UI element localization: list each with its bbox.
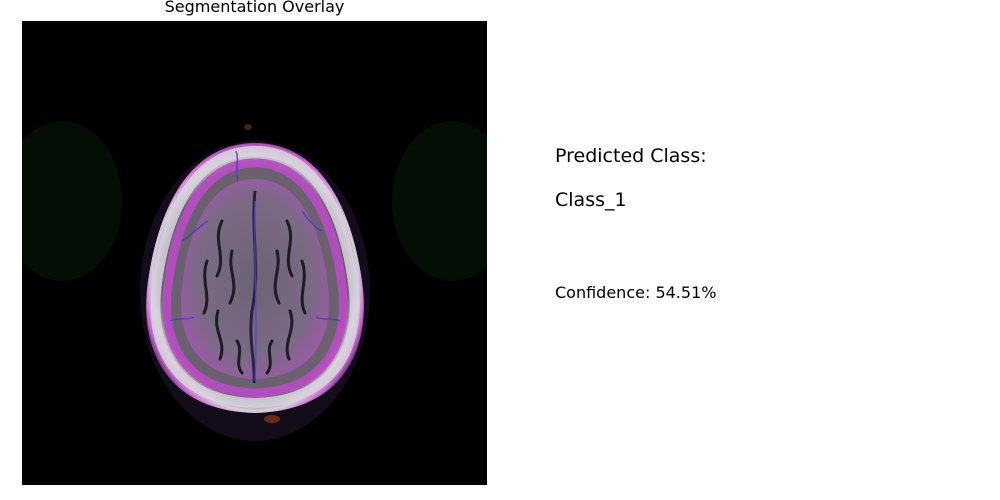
confidence-text: Confidence: 54.51% (555, 283, 717, 302)
segmentation-overlay-image (22, 21, 487, 485)
predicted-class-label: Predicted Class: (555, 145, 707, 167)
mri-scan-overlay (22, 21, 487, 485)
predicted-class-value: Class_1 (555, 189, 627, 211)
overlay-title: Segmentation Overlay (164, 0, 345, 16)
